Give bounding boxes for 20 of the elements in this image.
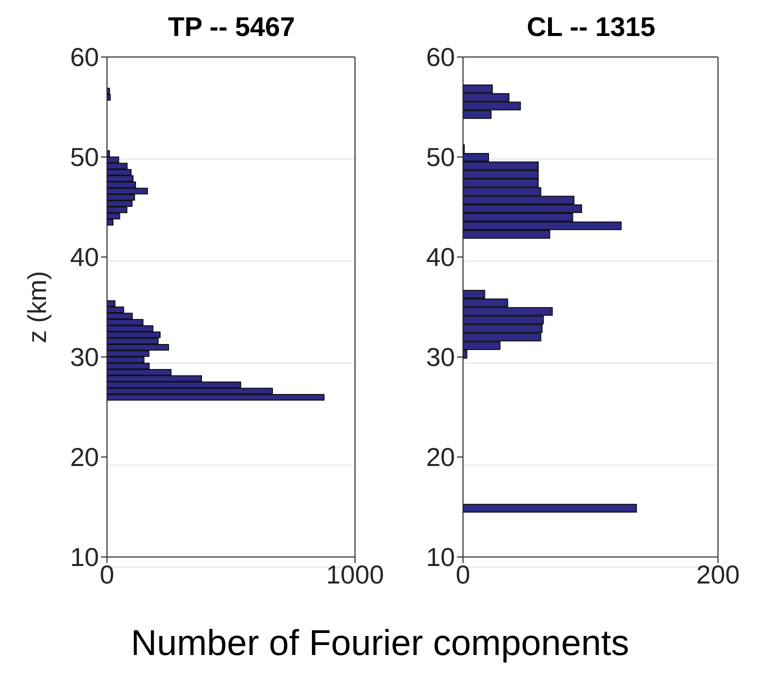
y-tick-label: 10 <box>70 542 99 572</box>
y-tick-label: 20 <box>426 442 455 472</box>
x-tick-label: 0 <box>456 559 470 590</box>
y-tick-label: 40 <box>426 242 455 272</box>
y-tick-label: 30 <box>426 342 455 372</box>
y-tick-label: 50 <box>426 142 455 172</box>
y-axis-title: z (km) <box>22 270 52 344</box>
y-tick-label: 20 <box>70 442 99 472</box>
x-tick-label: 1000 <box>326 559 384 590</box>
chart-title: TP -- 5467 <box>166 12 296 43</box>
x-tick-label: 0 <box>100 559 114 590</box>
y-tick-label: 50 <box>70 142 99 172</box>
y-tick-label: 60 <box>70 42 99 72</box>
y-tick-label: 60 <box>426 42 455 72</box>
x-tick-label: 200 <box>696 559 740 590</box>
y-tick-label: 40 <box>70 242 99 272</box>
y-tick-label: 10 <box>426 542 455 572</box>
x-axis-title: Number of Fourier components <box>130 622 630 664</box>
chart-title: CL -- 1315 <box>526 12 656 43</box>
y-tick-label: 30 <box>70 342 99 372</box>
